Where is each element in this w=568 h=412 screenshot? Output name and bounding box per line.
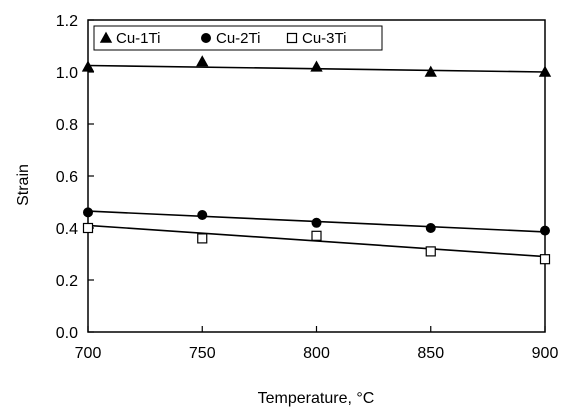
data-point-cu-2ti	[83, 207, 93, 218]
data-point-cu-2ti	[540, 225, 550, 236]
legend-marker-cu-3ti	[286, 32, 298, 44]
y-tick-label: 1.2	[56, 13, 78, 30]
y-tick-label: 0.4	[56, 221, 78, 238]
data-point-cu-2ti	[311, 217, 322, 228]
y-tick-label: 0.8	[56, 117, 78, 134]
x-tick-label: 850	[417, 345, 444, 362]
x-tick-label: 700	[75, 345, 102, 362]
data-point-cu-2ti	[197, 210, 208, 220]
x-tick-label: 750	[189, 345, 216, 362]
legend-label-cu-2ti: Cu-2Ti	[216, 30, 260, 47]
data-point-cu-3ti	[197, 233, 208, 244]
y-tick-label: 1.0	[56, 65, 78, 82]
data-point-cu-1ti	[538, 65, 552, 77]
y-axis-title: Strain	[15, 164, 32, 206]
data-point-cu-3ti	[311, 230, 322, 241]
legend-label-cu-3ti: Cu-3Ti	[302, 30, 346, 47]
data-point-cu-3ti	[82, 222, 94, 234]
x-axis-title: Temperature, °C	[258, 390, 375, 407]
legend-marker-cu-2ti	[201, 33, 211, 43]
legend-label-cu-1ti: Cu-1Ti	[116, 30, 160, 47]
x-tick-label: 900	[532, 345, 559, 362]
y-tick-label: 0.6	[56, 169, 78, 186]
x-tick-label: 800	[303, 345, 330, 362]
data-point-cu-3ti	[425, 246, 436, 257]
legend-box	[93, 25, 383, 51]
data-point-cu-1ti	[81, 60, 95, 72]
y-tick-label: 0.2	[56, 273, 78, 290]
trend-line-cu-3ti	[87, 224, 546, 258]
data-point-cu-3ti	[539, 254, 551, 265]
data-point-cu-2ti	[425, 223, 436, 233]
data-point-cu-1ti	[196, 55, 209, 67]
y-tick-label: 0.0	[56, 325, 78, 342]
legend-marker-cu-1ti	[99, 31, 113, 43]
data-point-cu-1ti	[310, 60, 323, 72]
data-point-cu-1ti	[424, 65, 437, 77]
